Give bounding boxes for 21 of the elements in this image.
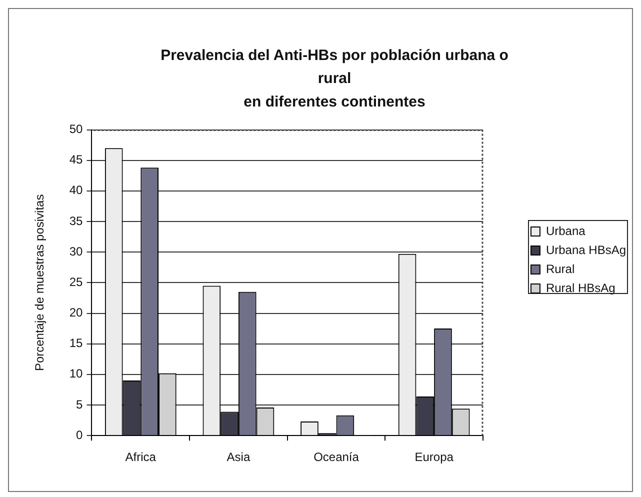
y-tick-label: 25 <box>69 274 84 289</box>
y-tick-label: 50 <box>69 122 84 136</box>
x-tick-label: Oceanía <box>314 450 360 464</box>
x-tick-label: Europa <box>414 450 454 464</box>
y-tick-label: 10 <box>69 366 84 381</box>
x-tick-label: Africa <box>125 450 156 464</box>
y-tick-label: 20 <box>69 306 84 320</box>
y-tick-label: 30 <box>69 244 84 258</box>
legend-label: Urbana <box>546 224 586 238</box>
legend-label: Rural <box>546 262 575 276</box>
legend-label: Urbana HBsAg <box>546 242 626 257</box>
y-tick-label: 40 <box>69 183 84 198</box>
x-tick-label: Asia <box>226 450 250 464</box>
chart-title: Prevalencia del Anti-HBs por población urbana o rural en diferentes continentes <box>160 46 508 110</box>
y-tick-label: 5 <box>76 397 84 412</box>
y-tick-label: 0 <box>76 428 84 442</box>
y-tick-label: 15 <box>69 336 84 350</box>
legend-label: Rural HBsAg <box>546 280 616 295</box>
y-tick-label: 45 <box>69 152 84 167</box>
y-axis-title: Porcentaje de muestras posivitas <box>32 194 47 372</box>
y-tick-label: 35 <box>69 214 84 228</box>
